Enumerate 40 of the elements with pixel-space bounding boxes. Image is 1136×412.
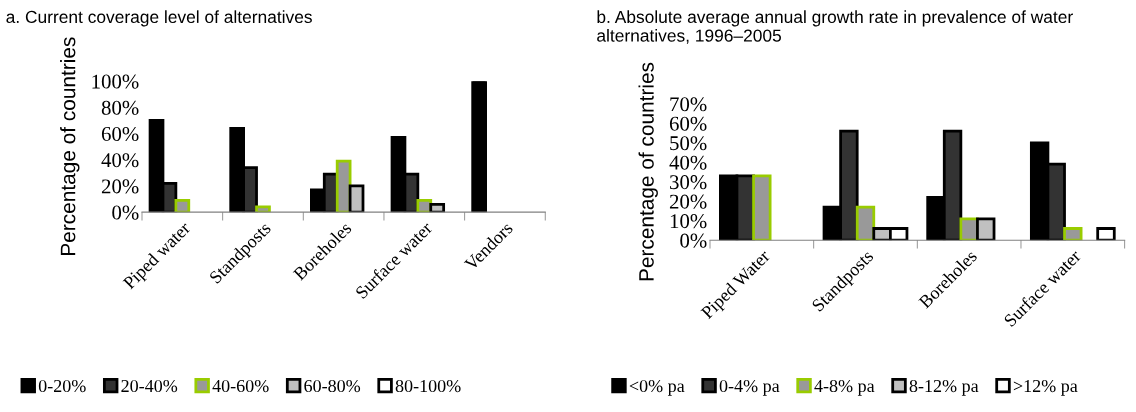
bar bbox=[1096, 227, 1116, 241]
bar bbox=[416, 199, 433, 213]
y-tick-label: 40% bbox=[101, 153, 139, 168]
bar bbox=[1063, 227, 1083, 241]
legend-label: 40-60% bbox=[212, 379, 269, 393]
y-tick-label: 20% bbox=[101, 179, 139, 194]
legend-label: 0-4% pa bbox=[719, 379, 780, 396]
y-tick-label: 30% bbox=[670, 175, 707, 190]
y-tick-label: 70% bbox=[670, 97, 707, 112]
y-tick-label: 0% bbox=[112, 205, 139, 220]
bar bbox=[471, 81, 487, 213]
legend-label: 60-80% bbox=[304, 379, 361, 393]
bar bbox=[174, 199, 191, 213]
y-tick-label: 20% bbox=[669, 194, 707, 209]
bar bbox=[976, 217, 996, 241]
legend-label: 8-12% pa bbox=[909, 379, 979, 396]
y-tick-label: 60% bbox=[101, 126, 139, 142]
y-tick-label: 50% bbox=[670, 136, 707, 151]
legend-label: 4-8% pa bbox=[814, 379, 875, 396]
bar bbox=[429, 202, 446, 213]
y-tick-label: 100% bbox=[92, 74, 139, 89]
bar bbox=[255, 205, 271, 213]
y-tick-label: 40% bbox=[669, 155, 707, 170]
bar bbox=[959, 217, 979, 241]
legend-label: 80-100% bbox=[395, 379, 461, 393]
y-tick-label: 10% bbox=[670, 214, 707, 229]
legend-label: <0% pa bbox=[629, 379, 685, 396]
chart-title: b. Absolute average annual growth rate in prevalence of water alternatives, 1996–2005 bbox=[597, 10, 1073, 44]
y-tick-label: 0% bbox=[680, 233, 707, 248]
bar bbox=[855, 205, 876, 241]
bar bbox=[348, 184, 365, 213]
legend-label: 0-20% bbox=[38, 379, 86, 393]
y-tick-label: 60% bbox=[669, 116, 707, 131]
chart-title: a. Current coverage level of alternatives bbox=[6, 10, 312, 27]
bar bbox=[752, 174, 772, 241]
legend-label: 20-40% bbox=[121, 379, 178, 393]
y-axis-title: Percentage of countries bbox=[60, 37, 80, 255]
y-axis-title: Percentage of countries bbox=[638, 62, 658, 281]
y-tick-label: 80% bbox=[101, 100, 139, 115]
legend-label: >12% pa bbox=[1013, 379, 1078, 396]
